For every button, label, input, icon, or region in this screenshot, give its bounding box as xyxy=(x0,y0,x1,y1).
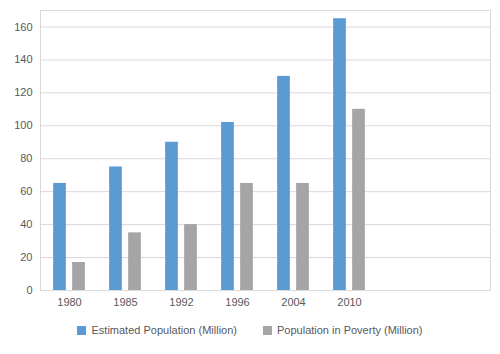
svg-text:1996: 1996 xyxy=(225,296,249,308)
svg-text:20: 20 xyxy=(20,251,32,263)
svg-text:0: 0 xyxy=(26,284,32,296)
svg-text:2010: 2010 xyxy=(337,296,361,308)
svg-text:80: 80 xyxy=(20,152,32,164)
svg-text:160: 160 xyxy=(14,20,32,32)
svg-text:40: 40 xyxy=(20,218,32,230)
svg-text:1980: 1980 xyxy=(57,296,81,308)
svg-text:120: 120 xyxy=(14,86,32,98)
svg-text:140: 140 xyxy=(14,53,32,65)
svg-text:2004: 2004 xyxy=(281,296,305,308)
svg-text:1992: 1992 xyxy=(169,296,193,308)
html-text:Population in Poverty (Million: Population in Poverty (Million) xyxy=(277,324,423,336)
svg-text:1985: 1985 xyxy=(113,296,137,308)
html-text:Estimated Population (Million): Estimated Population (Million) xyxy=(91,324,237,336)
svg-text:100: 100 xyxy=(14,119,32,131)
svg-text:60: 60 xyxy=(20,185,32,197)
